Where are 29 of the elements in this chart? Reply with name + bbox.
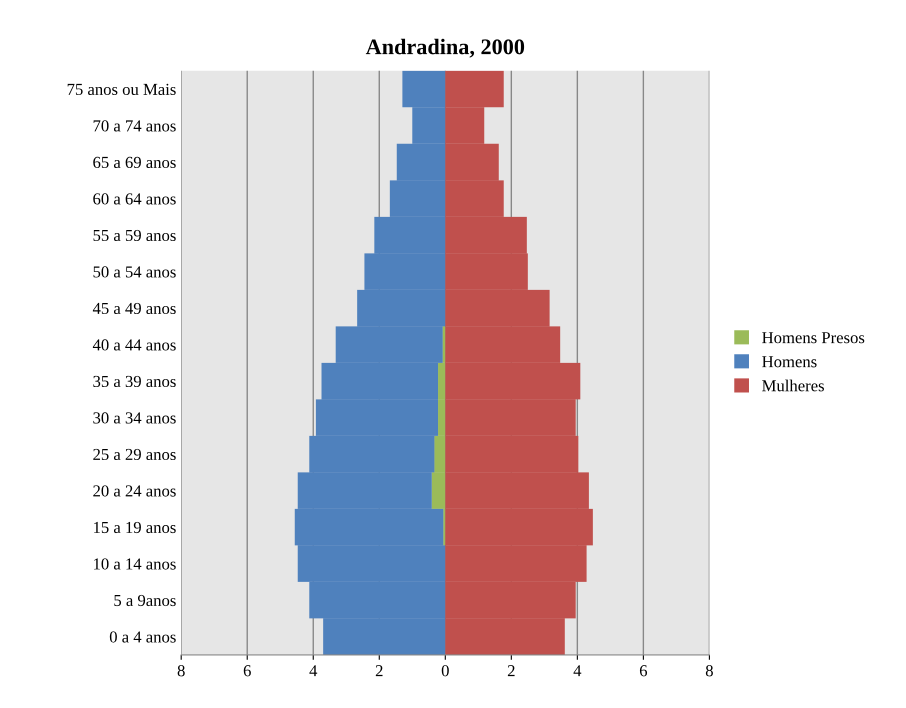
y-tick-label: 20 a 24 anos <box>93 485 176 497</box>
y-tick-label: 15 a 19 anos <box>94 522 176 534</box>
x-tick-label: 4 <box>309 665 318 676</box>
y-tick-label: 45 a 49 anos <box>92 302 176 314</box>
x-tick-label: 8 <box>178 665 185 676</box>
y-tick-label: 30 a 34 anos <box>93 412 176 424</box>
y-tick-label: 75 anos ou Mais <box>68 84 176 95</box>
x-tick-label: 8 <box>706 665 713 676</box>
y-tick-label: 25 a 29 anos <box>93 448 176 460</box>
legend-label: Homens Presos <box>762 332 864 344</box>
x-tick-label: 0 <box>442 665 449 676</box>
y-tick-label: 10 a 14 anos <box>94 558 176 570</box>
y-tick-label: 65 a 69 anos <box>93 156 176 168</box>
y-tick-label: 40 a 44 anos <box>92 339 176 351</box>
x-tick-label: 6 <box>640 665 648 676</box>
y-tick-label: 70 a 74 anos <box>94 120 176 132</box>
chart-title: Andradina, 2000 <box>366 38 524 58</box>
x-tick-label: 2 <box>376 665 383 676</box>
legend-label: Mulheres <box>762 380 824 392</box>
y-tick-label: 0 a 4 anos <box>110 631 176 643</box>
x-tick-label: 6 <box>244 665 251 676</box>
y-tick-label: 60 a 64 anos <box>93 193 176 205</box>
y-tick-label: 35 a 39 anos <box>93 376 176 388</box>
y-tick-label: 50 a 54 anos <box>94 266 176 278</box>
x-tick-label: 2 <box>508 665 515 676</box>
y-tick-label: 55 a 59 anos <box>94 230 176 242</box>
legend-label: Homens <box>762 356 817 368</box>
x-tick-label: 4 <box>574 665 582 676</box>
y-tick-label: 5 a 9anos <box>114 594 176 606</box>
